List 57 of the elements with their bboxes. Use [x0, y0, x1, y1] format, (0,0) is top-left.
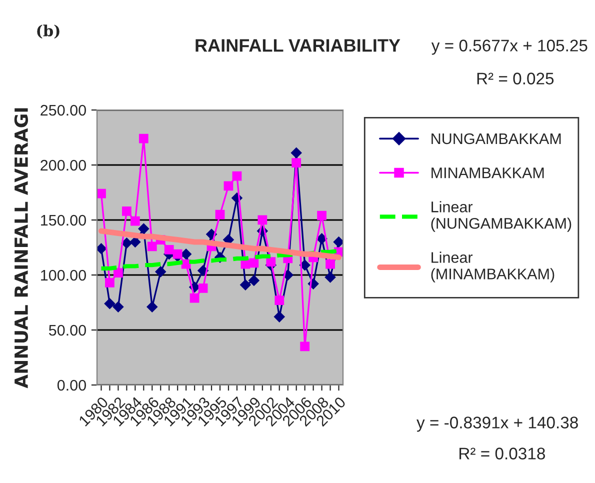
point	[232, 171, 242, 181]
point	[266, 257, 276, 266]
y-tick-label: 0.00	[57, 380, 86, 391]
point	[240, 279, 251, 290]
point	[180, 248, 192, 260]
point	[97, 188, 106, 198]
legend-label: Linear (MINAMBAKKAM)	[431, 252, 554, 282]
point	[224, 181, 234, 191]
point	[249, 258, 259, 268]
point	[326, 259, 335, 269]
point	[248, 275, 260, 286]
point	[130, 216, 140, 226]
point	[138, 223, 150, 234]
chart-title: RAINFALL VARIABILITY	[196, 39, 400, 52]
text: y = 0.5677x + 105.25	[431, 40, 588, 55]
point	[104, 298, 116, 310]
point	[290, 147, 302, 158]
point	[146, 301, 158, 312]
y-tick-label: 200.00	[40, 160, 86, 171]
point	[274, 296, 284, 305]
point	[292, 158, 302, 168]
text: (b)	[37, 24, 60, 39]
point	[138, 134, 148, 144]
point	[97, 243, 107, 254]
point	[112, 301, 124, 312]
legend-label: Linear (NUNGAMBAKKAM)	[431, 201, 572, 232]
legend-label: MINAMBAKKAM	[432, 168, 544, 178]
point	[190, 293, 200, 303]
point	[198, 284, 208, 293]
y-tick-label: 150.00	[41, 214, 86, 226]
point	[299, 260, 310, 271]
point	[121, 238, 132, 249]
point	[324, 272, 336, 283]
point	[172, 249, 182, 259]
point	[300, 342, 310, 352]
point	[333, 236, 343, 248]
y-tick-label: 50.00	[48, 324, 86, 336]
legend-label: NUNGAMBAKKAM	[432, 133, 561, 144]
y-axis-title: ANNUAL RAINFALL AVERAGI	[14, 108, 28, 388]
point	[114, 268, 123, 278]
text: R² = 0.0318	[460, 448, 545, 460]
point	[258, 215, 268, 225]
point	[130, 236, 141, 248]
point	[105, 278, 114, 288]
point	[317, 210, 326, 220]
point	[215, 210, 225, 220]
point	[122, 206, 132, 216]
point	[274, 311, 285, 322]
point	[316, 233, 328, 244]
point	[198, 265, 208, 276]
y-tick-label: 100.00	[41, 270, 86, 281]
point	[164, 245, 174, 254]
text: R² = 0.025	[477, 72, 554, 84]
y-tick-label: 250.00	[40, 104, 86, 116]
text: y = -0.8391x + 140.38	[416, 416, 578, 432]
point	[155, 266, 166, 278]
point	[147, 242, 157, 252]
